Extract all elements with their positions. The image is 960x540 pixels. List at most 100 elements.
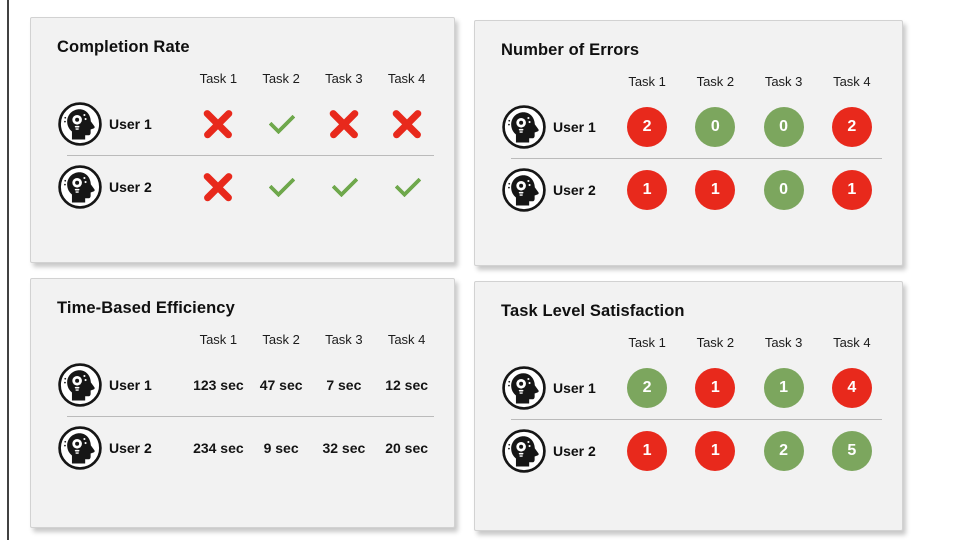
table-cell: 2 [818,107,886,147]
satisfaction-score-badge: 1 [695,431,736,471]
table-cell: 1 [613,170,681,210]
time-value: 20 sec [385,440,429,456]
error-count-badge: 0 [763,170,804,210]
user-label: User 2 [553,182,596,198]
time-value: 9 sec [263,440,299,456]
error-count-badge: 0 [695,107,736,147]
time-value: 12 sec [385,377,429,393]
user-cell: User 2 [501,428,613,474]
error-count-badge: 2 [831,107,872,147]
table-cell [375,169,438,205]
time-value: 123 sec [193,377,244,393]
table-cell: 4 [818,368,886,408]
satisfaction-score-badge: 2 [763,431,804,471]
error-count-badge: 1 [695,170,736,210]
table-cell [250,106,313,142]
user-cell: User 2 [57,164,187,210]
table-cell: 2 [613,107,681,147]
user-label: User 1 [553,119,596,135]
user-label: User 2 [553,443,596,459]
satisfaction-score-badge: 5 [831,431,872,471]
thinking-head-lightbulb-icon [501,104,547,150]
page-edge-artifact [7,0,9,540]
user-cell: User 1 [57,101,187,147]
user-label: User 1 [553,380,596,396]
user-label: User 2 [109,179,152,195]
table-cell: 1 [681,368,749,408]
panel-title: Completion Rate [57,38,190,56]
table-cell: 1 [750,368,818,408]
column-header-task2: Task 2 [262,332,300,347]
row-divider [67,155,434,156]
satisfaction-score-badge: 1 [763,368,804,408]
thinking-head-lightbulb-icon [57,425,103,471]
column-header-task3: Task 3 [764,74,803,89]
row-divider [511,158,882,159]
satisfaction-score-badge: 2 [627,368,668,408]
satisfaction-score-badge: 1 [627,431,668,471]
column-header-task1: Task 1 [628,74,666,89]
column-header-task3: Task 3 [325,71,363,86]
column-header-task3: Task 3 [325,332,363,347]
time-value: 32 sec [322,440,366,456]
panel-title: Time-Based Efficiency [57,299,235,317]
table-cell: 1 [681,431,749,471]
table-cell: 2 [613,368,681,408]
column-header-task4: Task 4 [387,332,426,347]
error-count-badge: 0 [763,107,804,147]
column-header-task1: Task 1 [199,71,238,86]
thinking-head-lightbulb-icon [57,362,103,408]
result-mark-icon [326,169,362,205]
table-cell: 0 [750,170,818,210]
number-of-errors-table: Task 1 Task 2 Task 3 Task 4 User 1 2 0 0… [501,70,886,221]
completion-rate-table: Task 1 Task 2 Task 3 Task 4 User 1 User … [57,67,438,218]
column-header-task1: Task 1 [628,335,666,350]
user-cell: User 1 [57,362,187,408]
table-cell: 1 [681,170,749,210]
result-mark-icon [263,169,299,205]
result-mark-icon [389,169,425,205]
table-cell [313,169,376,205]
column-header-task2: Task 2 [696,74,735,89]
thinking-head-lightbulb-icon [501,167,547,213]
table-cell: 1 [818,170,886,210]
result-mark-icon [326,106,362,142]
thinking-head-lightbulb-icon [501,428,547,474]
user-cell: User 2 [501,167,613,213]
time-value: 234 sec [193,440,244,456]
thinking-head-lightbulb-icon [57,164,103,210]
time-value: 7 sec [326,377,362,393]
satisfaction-score-badge: 1 [695,368,736,408]
result-mark-icon [200,169,236,205]
column-header-task4: Task 4 [833,335,871,350]
task-level-satisfaction-table: Task 1 Task 2 Task 3 Task 4 User 1 2 1 1… [501,331,886,482]
table-cell [187,169,250,205]
table-cell: 0 [750,107,818,147]
table-cell [375,106,438,142]
user-cell: User 1 [501,365,613,411]
satisfaction-score-badge: 4 [831,368,872,408]
row-divider [511,419,882,420]
column-header-task1: Task 1 [199,332,238,347]
user-label: User 1 [109,377,152,393]
thinking-head-lightbulb-icon [501,365,547,411]
panel-title: Task Level Satisfaction [501,302,685,320]
table-cell: 5 [818,431,886,471]
result-mark-icon [263,106,299,142]
error-count-badge: 1 [627,170,668,210]
panel-number-of-errors: Number of Errors Task 1 Task 2 Task 3 Ta… [474,20,903,266]
table-cell [250,169,313,205]
column-header-task3: Task 3 [764,335,803,350]
user-cell: User 2 [57,425,187,471]
result-mark-icon [389,106,425,142]
column-header-task2: Task 2 [696,335,735,350]
results-dashboard: Completion Rate Task 1 Task 2 Task 3 Tas… [30,17,903,531]
column-header-task2: Task 2 [262,71,300,86]
table-cell: 1 [613,431,681,471]
table-cell: 0 [681,107,749,147]
table-cell [187,106,250,142]
user-label: User 2 [109,440,152,456]
user-label: User 1 [109,116,152,132]
result-mark-icon [200,106,236,142]
error-count-badge: 2 [627,107,668,147]
